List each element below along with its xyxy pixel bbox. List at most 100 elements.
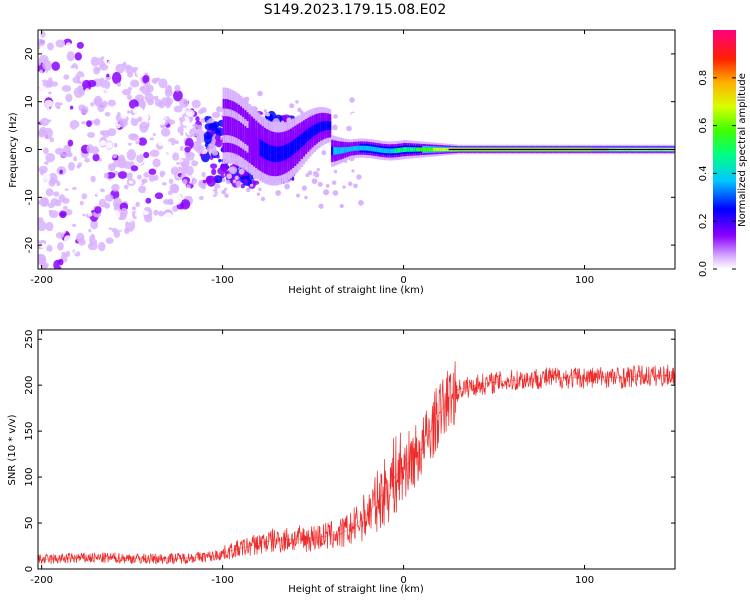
spectrogram-ridge-cell — [307, 128, 310, 141]
spectrogram-blob — [173, 105, 183, 113]
spectrogram-blob — [103, 172, 109, 179]
spectrogram-blob — [313, 186, 317, 190]
spectrogram-ridge-cell — [261, 141, 264, 158]
spectrogram-blob — [161, 157, 168, 163]
spectrogram-blob — [94, 118, 100, 124]
spectrogram-y-tick-label: 10 — [24, 95, 35, 108]
spectrogram-blob — [229, 166, 235, 173]
spectrogram-blob — [238, 168, 245, 175]
spectrogram-blob — [149, 137, 154, 141]
spectrogram-ridge-cell — [294, 138, 297, 154]
spectrogram-ridge-cell — [348, 146, 351, 152]
spectrogram-blob — [124, 227, 130, 235]
spectrogram-blob — [60, 153, 68, 158]
spectrogram-blob — [317, 181, 323, 187]
spectrogram-blob — [209, 155, 214, 160]
spectrogram-ridge-cell — [359, 145, 362, 151]
snr-frame — [37, 329, 676, 570]
spectrogram-blob — [158, 95, 163, 100]
spectrogram-blob — [223, 187, 228, 191]
spectrogram-blob — [44, 161, 49, 165]
spectrogram-blob — [134, 210, 144, 219]
spectrogram-ridge-cell — [305, 130, 308, 143]
spectrogram-blob — [90, 102, 95, 107]
spectrogram-blob — [172, 205, 179, 212]
spectrogram-blob — [284, 183, 291, 190]
snr-y-tick-label: 50 — [24, 517, 35, 530]
spectrogram-blob — [246, 187, 251, 192]
spectrogram-blob — [126, 149, 137, 161]
spectrogram-blob — [38, 85, 48, 96]
spectrogram-ridge-cell — [344, 147, 347, 153]
spectrogram-blob — [167, 119, 176, 125]
spectrogram-blob — [41, 172, 51, 184]
spectrogram-blob — [130, 79, 140, 88]
spectrogram-ridge-cell — [324, 121, 327, 131]
spectrogram-ridge-cell — [272, 146, 275, 162]
spectrogram-blob — [42, 212, 48, 219]
spectrogram-ridge-cell — [431, 147, 434, 152]
spectrogram-blob — [301, 185, 307, 191]
spectrogram-blob — [179, 145, 185, 152]
spectrogram-ridge-cell — [409, 147, 412, 152]
spectrogram-blob — [172, 152, 180, 161]
spectrogram-ridge-cell — [376, 147, 379, 153]
spectrogram-blob — [74, 52, 82, 61]
snr-data-point — [352, 527, 354, 529]
spectrogram-blob — [75, 126, 83, 133]
snr-data-point — [565, 377, 568, 379]
colorbar-tick-label: 0.0 — [698, 261, 709, 277]
spectrogram-blob — [164, 101, 172, 109]
snr-data-point — [602, 376, 604, 378]
spectrogram-blob — [63, 74, 70, 80]
spectrogram-blob — [92, 153, 100, 162]
spectrogram-blob — [131, 206, 137, 211]
spectrogram-blob — [138, 217, 146, 224]
spectrogram-blob — [90, 219, 99, 230]
spectrogram-blob — [104, 202, 111, 209]
spectrogram-blob — [101, 100, 108, 108]
spectrogram-ridge-cell — [287, 143, 290, 158]
spectrogram-blob — [297, 107, 302, 113]
spectrogram-ridge-cell — [224, 116, 227, 136]
spectrogram-ridge-cell — [239, 122, 243, 141]
spectrogram-ridge-cell — [424, 147, 427, 152]
spectrogram-blob — [216, 155, 220, 159]
spectrogram-ridge-cell — [437, 147, 440, 152]
spectrogram-ridge-cell — [318, 122, 321, 133]
spectrogram-blob — [333, 169, 338, 174]
spectrogram-ridge-cell — [252, 133, 256, 152]
snr-data-point — [511, 379, 513, 382]
snr-data-point — [493, 381, 495, 383]
spectrogram-blob — [141, 84, 151, 95]
snr-data-point — [249, 545, 251, 547]
spectrogram-blob — [346, 125, 352, 132]
spectrogram-blob — [161, 152, 169, 160]
spectrogram-blob — [48, 172, 58, 184]
spectrogram-blob — [252, 180, 260, 185]
spectrogram-blob — [198, 195, 204, 201]
spectrogram-blob — [66, 51, 75, 62]
spectrogram-blob — [210, 163, 218, 169]
spectrogram-blob — [249, 183, 254, 187]
spectrogram-ridge-cell — [402, 147, 406, 153]
spectrogram-ridge-cell — [426, 147, 429, 152]
spectrogram-blob — [175, 140, 179, 145]
spectrogram-blob — [332, 190, 339, 196]
spectrogram-blob — [88, 92, 93, 98]
spectrogram-blob — [215, 138, 223, 148]
spectrogram-blob — [157, 118, 166, 125]
spectrogram-blob — [73, 156, 78, 162]
spectrogram-blob — [296, 95, 302, 100]
spectrogram-ridge-cell — [374, 147, 377, 152]
spectrogram-blob — [217, 167, 226, 175]
spectrogram-blob — [62, 205, 68, 210]
spectrogram-ridge-cell — [255, 135, 258, 153]
spectrogram-blob — [172, 193, 183, 205]
spectrogram-blob — [86, 144, 94, 154]
spectrogram-blob — [289, 103, 295, 109]
spectrogram-blob — [165, 85, 173, 94]
spectrogram-blob — [204, 134, 212, 145]
spectrogram-blob — [174, 84, 181, 92]
